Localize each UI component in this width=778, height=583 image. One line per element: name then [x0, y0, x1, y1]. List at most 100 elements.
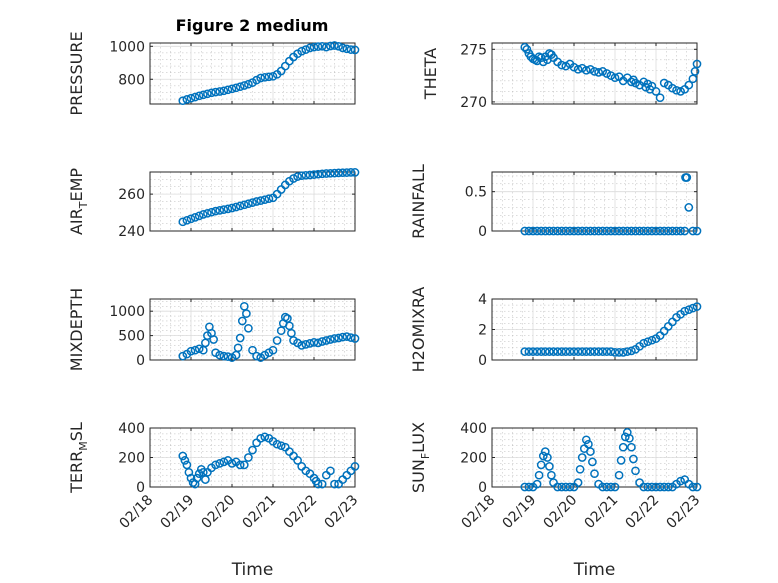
h2omixra-data-point — [581, 347, 591, 356]
rainfall-data-point — [545, 226, 554, 236]
h2omixra-data-point — [569, 347, 579, 356]
air_temp-ytick-label: 260 — [118, 187, 145, 203]
panel-rainfall: 0 0.5 RAINFALL — [409, 164, 702, 240]
h2omixra-data-point — [577, 347, 587, 356]
mixdepth-ylabel: MIXDEPTH — [67, 288, 86, 371]
rainfall-data-point — [618, 226, 628, 236]
air_temp-data-point — [297, 171, 307, 181]
rainfall-data-point — [692, 226, 702, 236]
sun_flux-data-point — [575, 464, 585, 474]
theta-data-point — [655, 93, 665, 103]
x-tick-label: 02/22 — [281, 492, 321, 532]
air_temp-data-point — [305, 170, 315, 180]
rainfall-data-point — [540, 226, 550, 236]
theta-data-point — [590, 67, 599, 76]
pressure-ylabel: PRESSURE — [67, 31, 86, 115]
terr_msl-data-point — [180, 456, 190, 465]
h2omixra-data-point — [594, 347, 603, 356]
mixdepth-data-point — [252, 351, 261, 361]
sun_flux-data-point — [561, 482, 571, 492]
mixdepth-data-point — [305, 339, 315, 348]
sun_flux-data-point — [606, 482, 616, 492]
terr_msl-data-point — [192, 473, 202, 483]
mixdepth-data-point — [194, 344, 204, 354]
sun_flux-data-point — [524, 482, 534, 492]
sun_flux-data-point — [610, 482, 620, 492]
air_temp-data-point — [223, 204, 233, 214]
theta-data-point — [676, 87, 685, 96]
terr_msl-data-point — [235, 460, 245, 470]
terr_msl-ylabel: TERRMSL — [67, 422, 90, 494]
theta-data-point — [573, 64, 583, 74]
terr_msl-data-point — [252, 438, 261, 448]
mixdepth-data-point — [268, 345, 278, 355]
air_temp-data-point — [215, 206, 225, 215]
h2omixra-data-point — [643, 337, 653, 347]
pressure-data-point — [239, 81, 249, 90]
theta-data-point — [631, 78, 640, 88]
sun_flux-data-point — [538, 451, 548, 461]
air_temp-data-point — [330, 168, 339, 178]
pressure-data-point — [313, 42, 323, 51]
terr_msl-data-point — [256, 433, 266, 443]
theta-ytick-label: 275 — [460, 42, 487, 58]
terr_msl-data-point — [178, 451, 188, 461]
h2omixra-data-point — [647, 335, 657, 345]
rainfall-data-point — [663, 226, 673, 236]
mixdepth-data-point — [330, 334, 339, 343]
pressure-data-point — [186, 93, 196, 103]
rainfall-data-point — [569, 226, 579, 236]
sun_flux-data-point — [581, 435, 591, 445]
pressure-data-point — [264, 72, 274, 82]
sun_flux-ytick-label: 0 — [478, 480, 487, 496]
sun_flux-data-point — [627, 442, 636, 452]
sun_flux-data-point — [647, 482, 657, 492]
h2omixra-data-point — [532, 347, 542, 356]
theta-data-point — [520, 42, 530, 52]
panel-h2omixra: 0 2 4 H2OMIXRA — [409, 287, 702, 372]
sun_flux-data-point — [565, 482, 575, 492]
pressure-data-point — [244, 79, 253, 89]
rainfall-ytick-label: 0 — [478, 224, 487, 240]
terr_msl-data-point — [248, 445, 257, 455]
pressure-data-point — [285, 56, 294, 66]
theta-data-point — [647, 81, 657, 91]
x-tick-label: 02/22 — [623, 492, 663, 532]
sun_flux-data-point — [614, 470, 624, 480]
sun_flux-data-point — [598, 482, 608, 492]
mixdepth-data-point — [235, 333, 245, 343]
terr_msl-data-point — [350, 462, 360, 471]
h2omixra-data-point — [614, 348, 624, 357]
h2omixra-data-point — [565, 347, 575, 356]
pressure-data-point — [297, 46, 307, 56]
h2omixra-data-point — [680, 306, 690, 316]
mixdepth-ytick-label: 0 — [136, 353, 145, 369]
sun_flux-data-point — [651, 482, 661, 492]
h2omixra-data-point — [545, 347, 554, 356]
pressure-data-point — [227, 84, 237, 94]
h2omixra-data-point — [557, 347, 567, 356]
air_temp-data-point — [182, 215, 192, 225]
theta-data-point — [668, 83, 677, 93]
mixdepth-axes-box — [149, 298, 356, 361]
h2omixra-data-point — [549, 347, 558, 356]
pressure-data-point — [231, 83, 241, 93]
rainfall-data-point — [631, 226, 640, 236]
x-axis-label: Time — [573, 560, 616, 580]
panel-terr_msl: 0 200 400 TERRMSL 02/18 02/19 02/20 02/21 02/22 0… — [67, 421, 361, 580]
sun_flux-data-point — [629, 454, 638, 464]
h2omixra-data-point — [590, 347, 599, 356]
air_temp-data-point — [293, 172, 302, 181]
air_temp-data-point — [264, 194, 274, 204]
rainfall-data-point — [655, 226, 665, 236]
mixdepth-data-point — [317, 337, 327, 346]
pressure-data-point — [207, 88, 216, 98]
sun_flux-ylabel: SUNFLUX — [409, 422, 432, 493]
h2omixra-data-point — [692, 302, 702, 311]
theta-data-point — [651, 87, 661, 96]
air_temp-data-point — [244, 199, 253, 209]
theta-data-point — [688, 74, 698, 84]
theta-data-point — [659, 78, 669, 88]
mixdepth-data-point — [190, 345, 200, 355]
